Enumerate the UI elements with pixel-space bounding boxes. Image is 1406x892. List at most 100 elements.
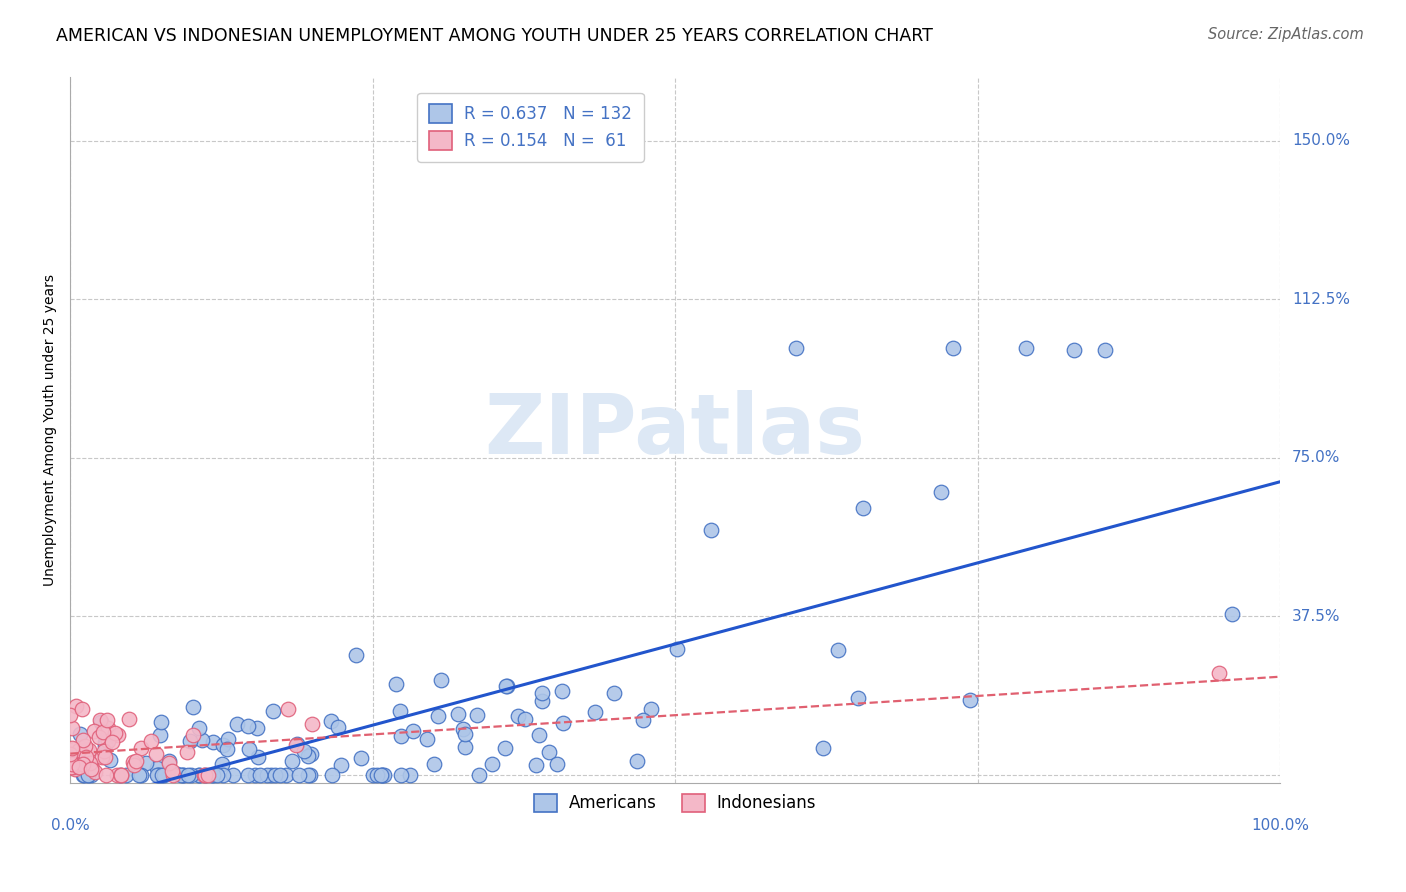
Point [385, 677, 408, 691]
Point [1220, 607, 1243, 621]
Point [72, 702, 94, 716]
Point [297, 767, 319, 781]
Point [104, 726, 127, 740]
Point [531, 694, 554, 708]
Point [551, 683, 574, 698]
Point [170, 767, 193, 781]
Point [222, 767, 245, 781]
Point [91, 725, 114, 739]
Y-axis label: Unemployment Among Youth under 25 years: Unemployment Among Youth under 25 years [44, 274, 58, 586]
Point [506, 709, 529, 723]
Point [640, 702, 662, 716]
Point [93, 735, 115, 749]
Point [94, 750, 117, 764]
Point [135, 756, 157, 770]
Point [59, 708, 82, 723]
Point [301, 717, 323, 731]
Point [166, 766, 188, 780]
Point [370, 767, 392, 781]
Point [537, 745, 560, 759]
Point [361, 767, 384, 781]
Point [236, 719, 259, 733]
Text: 150.0%: 150.0% [1292, 133, 1350, 148]
Point [157, 754, 180, 768]
Point [201, 767, 224, 781]
Point [495, 679, 517, 693]
Point [105, 767, 128, 781]
Point [83, 724, 105, 739]
Point [172, 767, 194, 781]
Point [263, 767, 285, 781]
Point [69, 727, 91, 741]
Point [89, 713, 111, 727]
Point [321, 767, 343, 781]
Point [160, 764, 183, 778]
Point [217, 742, 239, 756]
Legend: Americans, Indonesians: Americans, Indonesians [522, 782, 828, 824]
Point [243, 767, 266, 781]
Point [454, 740, 477, 755]
Point [197, 767, 219, 781]
Point [389, 729, 412, 743]
Point [929, 484, 952, 499]
Text: 75.0%: 75.0% [1292, 450, 1340, 466]
Point [292, 743, 315, 757]
Point [191, 733, 214, 747]
Point [148, 767, 170, 781]
Point [108, 767, 131, 781]
Point [846, 691, 869, 706]
Point [811, 741, 834, 756]
Point [80, 767, 103, 781]
Point [188, 767, 211, 781]
Point [284, 738, 307, 752]
Point [96, 713, 118, 727]
Point [125, 754, 148, 768]
Point [262, 704, 284, 718]
Point [350, 751, 373, 765]
Point [139, 734, 162, 748]
Point [65, 699, 87, 714]
Point [631, 713, 654, 727]
Point [427, 709, 450, 723]
Point [603, 686, 626, 700]
Point [942, 341, 965, 355]
Point [87, 730, 110, 744]
Point [77, 767, 100, 781]
Point [530, 686, 553, 700]
Point [201, 767, 224, 781]
Point [75, 739, 97, 753]
Point [217, 731, 239, 746]
Point [122, 756, 145, 770]
Point [247, 749, 270, 764]
Point [93, 738, 115, 752]
Point [193, 767, 215, 781]
Point [546, 756, 568, 771]
Point [415, 732, 437, 747]
Point [451, 723, 474, 737]
Point [100, 735, 122, 749]
Point [399, 767, 422, 781]
Point [84, 764, 107, 779]
Point [297, 748, 319, 763]
Point [93, 744, 115, 758]
Point [72, 763, 94, 777]
Point [422, 757, 444, 772]
Point [63, 742, 86, 756]
Point [388, 704, 411, 718]
Point [468, 767, 491, 781]
Point [700, 523, 723, 537]
Point [494, 740, 516, 755]
Point [298, 767, 321, 781]
Point [63, 762, 86, 776]
Point [344, 648, 367, 663]
Point [181, 699, 204, 714]
Point [172, 767, 194, 781]
Point [96, 722, 118, 736]
Point [205, 767, 228, 781]
Point [299, 747, 322, 762]
Point [67, 743, 90, 757]
Point [194, 767, 217, 781]
Point [188, 722, 211, 736]
Point [72, 757, 94, 772]
Point [430, 673, 453, 687]
